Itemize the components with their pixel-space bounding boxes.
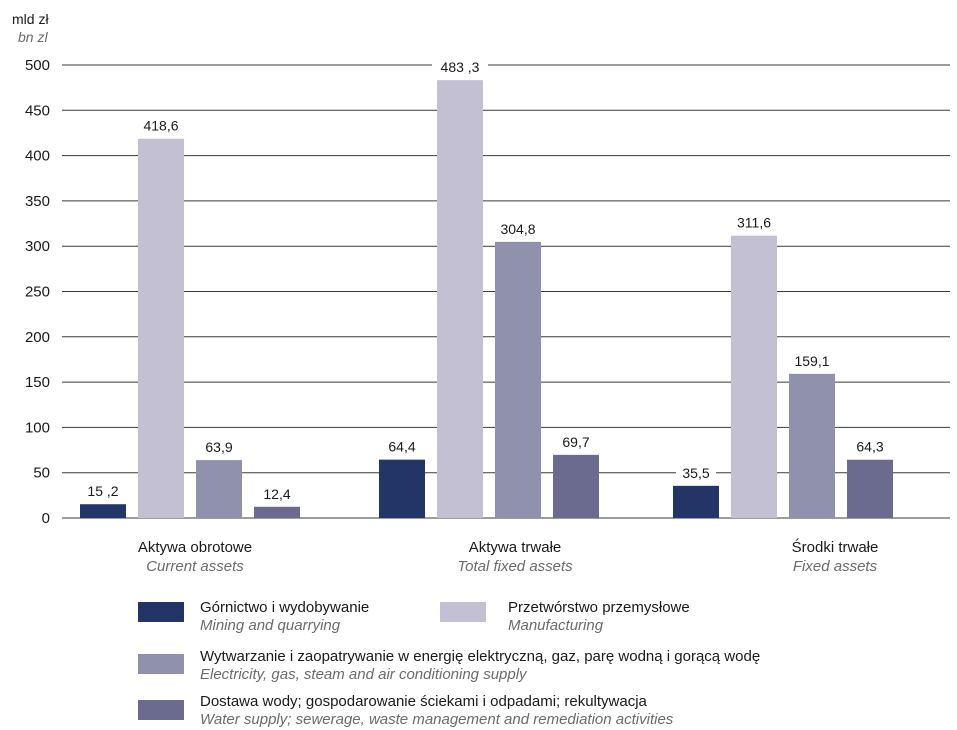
bar: [437, 80, 483, 519]
legend-swatch: [138, 654, 184, 674]
y-axis-title-en: bn zl: [18, 29, 48, 45]
legend-label: Dostawa wody; gospodarowanie ściekami i …: [200, 693, 648, 710]
y-axis-title: mld zł: [12, 11, 49, 27]
data-label: 15 ,2: [87, 483, 118, 499]
data-label-background: [676, 463, 716, 482]
data-label-background: [494, 219, 542, 238]
x-category-label-en: Total fixed assets: [457, 558, 573, 575]
data-label: 311,6: [737, 215, 771, 231]
data-label-background: [432, 58, 488, 77]
legend-label-en: Electricity, gas, steam and air conditio…: [200, 666, 528, 683]
bar: [379, 459, 425, 518]
bar: [731, 235, 777, 518]
x-category-label: Aktywa obrotowe: [138, 539, 252, 556]
data-label: 69,7: [562, 434, 589, 450]
data-label: 64,3: [856, 439, 883, 455]
bar: [673, 485, 719, 518]
y-tick-label: 0: [42, 510, 50, 527]
x-axis: Aktywa obrotowe Current assets Aktywa trwa…: [138, 538, 878, 575]
legend-label: Górnictwo i wydobywanie: [200, 599, 369, 616]
y-tick-label: 450: [25, 102, 50, 119]
data-label-background: [730, 213, 778, 232]
x-category-label: Środki trwałe: [792, 538, 879, 556]
legend-swatch: [440, 602, 486, 622]
y-tick-label: 250: [25, 284, 50, 301]
data-label: 483 ,3: [441, 59, 480, 75]
y-tick-label: 350: [25, 193, 50, 210]
data-label-background: [788, 351, 836, 370]
bar: [789, 373, 835, 518]
data-label: 64,4: [388, 439, 415, 455]
data-label: 159,1: [794, 353, 829, 369]
data-label-background: [199, 438, 239, 457]
y-tick-label: 100: [25, 419, 50, 436]
y-tick-label: 150: [25, 374, 50, 391]
bar: [847, 459, 893, 518]
y-tick-label: 500: [25, 57, 50, 74]
bars: 15 ,2 64,4 35,5 418,6 483 ,3 311,6 63,9 304,8 15…: [79, 58, 893, 519]
data-label-background: [382, 437, 422, 456]
legend-label-en: Manufacturing: [508, 617, 604, 634]
y-tick-label: 200: [25, 329, 50, 346]
y-tick-label: 300: [25, 238, 50, 255]
legend-label: Wytwarzanie i zaopatrywanie w energię el…: [200, 648, 760, 665]
bar: [80, 504, 126, 518]
bar: [196, 460, 242, 518]
y-tick-label: 400: [25, 148, 50, 165]
data-label-background: [850, 437, 890, 456]
x-category-label-en: Current assets: [146, 558, 244, 575]
x-category-label: Aktywa trwałe: [469, 539, 562, 556]
data-label: 35,5: [682, 465, 709, 481]
legend-label-en: Mining and quarrying: [200, 617, 341, 634]
legend-swatch: [138, 602, 184, 622]
data-label-background: [137, 116, 185, 135]
y-tick-label: 50: [33, 465, 50, 482]
bar: [553, 454, 599, 518]
bar: [138, 138, 184, 518]
bar: [495, 241, 541, 518]
data-label-background: [79, 482, 127, 501]
bar: [254, 506, 300, 518]
x-category-label-en: Fixed assets: [793, 558, 878, 575]
legend-swatch: [138, 700, 184, 720]
y-axis: 0 50 100 150 200 250 300 350 400 450 500: [25, 57, 50, 527]
data-label: 418,6: [143, 118, 178, 134]
legend-label: Przetwórstwo przemysłowe: [508, 599, 690, 616]
data-label-background: [556, 432, 596, 451]
legend-label-en: Water supply; sewerage, waste management…: [200, 711, 674, 728]
data-label: 12,4: [263, 486, 290, 502]
data-label: 63,9: [205, 439, 232, 455]
data-label: 304,8: [500, 221, 535, 237]
data-label-background: [257, 484, 297, 503]
